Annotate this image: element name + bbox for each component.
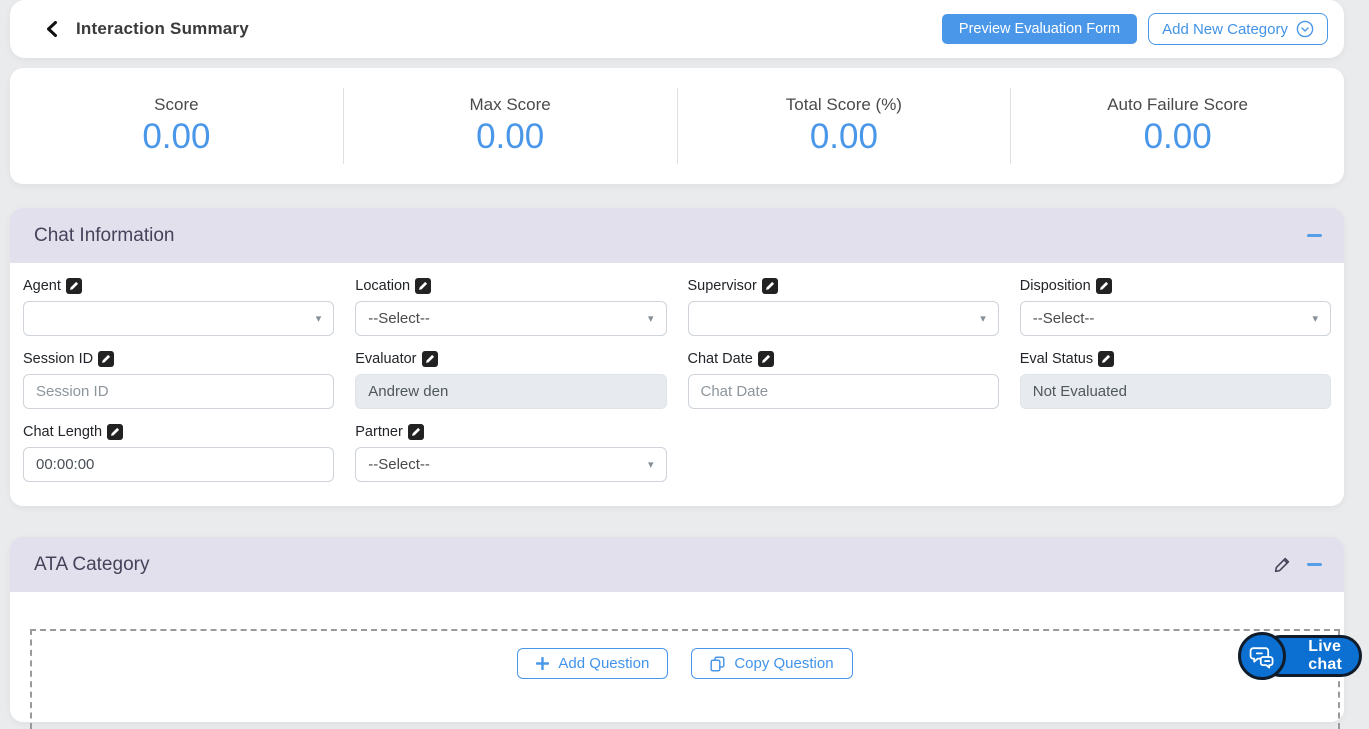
edit-pencil-icon[interactable] bbox=[407, 424, 424, 440]
edit-pencil-icon[interactable] bbox=[1095, 278, 1112, 294]
location-select-value: --Select-- bbox=[368, 310, 430, 327]
caret-down-icon: ▾ bbox=[647, 313, 654, 325]
field-chat-date: Chat Date bbox=[687, 349, 999, 409]
chat-bubbles-icon[interactable] bbox=[1238, 632, 1286, 680]
score-label: Score bbox=[154, 94, 199, 114]
copy-icon bbox=[710, 655, 725, 672]
caret-down-icon: ▾ bbox=[1312, 313, 1318, 325]
field-supervisor: Supervisor ▾ bbox=[687, 276, 999, 336]
add-new-category-button[interactable]: Add New Category bbox=[1148, 13, 1328, 45]
live-chat-label: Live chat bbox=[1308, 638, 1342, 673]
edit-pencil-icon[interactable] bbox=[761, 278, 778, 294]
score-item: Max Score 0.00 bbox=[344, 88, 678, 164]
page-title: Interaction Summary bbox=[76, 19, 249, 38]
agent-select[interactable]: ▾ bbox=[23, 301, 335, 336]
field-eval-status: Eval Status bbox=[1019, 349, 1331, 409]
chat-information-body: Agent ▾ Location --Select-- bbox=[10, 263, 1344, 506]
edit-pencil-icon[interactable] bbox=[107, 424, 124, 440]
chat-length-label: Chat Length bbox=[23, 424, 103, 440]
ata-category-body: Add Question Copy Question bbox=[10, 592, 1344, 729]
edit-pencil-icon[interactable] bbox=[65, 278, 82, 294]
score-item: Score 0.00 bbox=[10, 88, 344, 164]
field-session-id: Session ID bbox=[23, 349, 335, 409]
session-id-label: Session ID bbox=[23, 351, 94, 367]
score-item: Total Score (%) 0.00 bbox=[678, 88, 1012, 164]
chat-date-input[interactable] bbox=[687, 374, 999, 409]
score-item: Auto Failure Score 0.00 bbox=[1011, 88, 1344, 164]
edit-category-pencil-icon[interactable] bbox=[1274, 557, 1290, 573]
preview-evaluation-form-button[interactable]: Preview Evaluation Form bbox=[941, 14, 1138, 44]
total-score-label: Total Score (%) bbox=[785, 94, 902, 114]
edit-pencil-icon[interactable] bbox=[1098, 351, 1115, 367]
max-score-value: 0.00 bbox=[476, 116, 545, 156]
auto-failure-score-label: Auto Failure Score bbox=[1107, 94, 1249, 114]
ata-category-section: ATA Category Add Question Copy Question bbox=[10, 537, 1344, 729]
chat-information-section: Chat Information Agent ▾ bbox=[10, 208, 1344, 506]
disposition-select-value: --Select-- bbox=[1032, 310, 1095, 327]
chevron-down-circle-icon bbox=[1296, 20, 1314, 38]
chat-date-label: Chat Date bbox=[687, 351, 753, 367]
ata-category-header: ATA Category bbox=[10, 537, 1344, 592]
session-id-input[interactable] bbox=[23, 374, 335, 409]
edit-pencil-icon[interactable] bbox=[415, 278, 432, 294]
field-location: Location --Select-- ▾ bbox=[355, 276, 667, 336]
field-agent: Agent ▾ bbox=[23, 276, 335, 336]
disposition-label: Disposition bbox=[1019, 278, 1091, 294]
field-disposition: Disposition --Select-- ▾ bbox=[1019, 276, 1331, 336]
add-question-button[interactable]: Add Question bbox=[517, 648, 669, 679]
eval-status-label: Eval Status bbox=[1019, 351, 1094, 367]
chat-information-title: Chat Information bbox=[34, 224, 175, 246]
chat-length-input[interactable] bbox=[23, 447, 335, 482]
disposition-select[interactable]: --Select-- ▾ bbox=[1019, 301, 1331, 336]
evaluator-input bbox=[355, 374, 667, 409]
score-value: 0.00 bbox=[142, 116, 211, 156]
collapse-section-icon[interactable] bbox=[1307, 234, 1322, 237]
ata-category-title: ATA Category bbox=[34, 553, 150, 575]
partner-select[interactable]: --Select-- ▾ bbox=[355, 447, 667, 482]
location-select[interactable]: --Select-- ▾ bbox=[355, 301, 667, 336]
field-partner: Partner --Select-- ▾ bbox=[355, 422, 667, 482]
caret-down-icon: ▾ bbox=[647, 459, 654, 471]
agent-label: Agent bbox=[23, 278, 61, 294]
edit-pencil-icon[interactable] bbox=[98, 351, 115, 367]
partner-select-value: --Select-- bbox=[368, 456, 430, 473]
copy-question-button[interactable]: Copy Question bbox=[691, 648, 853, 679]
supervisor-label: Supervisor bbox=[687, 278, 757, 294]
eval-status-input bbox=[1019, 374, 1331, 409]
add-new-category-label: Add New Category bbox=[1162, 20, 1288, 38]
location-label: Location bbox=[355, 278, 411, 294]
chat-information-header: Chat Information bbox=[10, 208, 1344, 263]
field-chat-length: Chat Length bbox=[23, 422, 335, 482]
caret-down-icon: ▾ bbox=[980, 313, 986, 325]
auto-failure-score-value: 0.00 bbox=[1143, 116, 1212, 156]
supervisor-select[interactable]: ▾ bbox=[687, 301, 999, 336]
chevron-left-icon bbox=[46, 21, 57, 37]
partner-label: Partner bbox=[355, 424, 403, 440]
edit-pencil-icon[interactable] bbox=[421, 351, 438, 367]
evaluator-label: Evaluator bbox=[355, 351, 417, 367]
back-button[interactable] bbox=[40, 18, 62, 40]
field-evaluator: Evaluator bbox=[355, 349, 667, 409]
question-dropzone: Add Question Copy Question bbox=[30, 629, 1340, 729]
max-score-label: Max Score bbox=[469, 94, 551, 114]
caret-down-icon: ▾ bbox=[315, 313, 322, 325]
copy-question-label: Copy Question bbox=[734, 655, 834, 672]
edit-pencil-icon[interactable] bbox=[757, 351, 774, 367]
plus-icon bbox=[536, 657, 550, 670]
score-summary-card: Score 0.00 Max Score 0.00 Total Score (%… bbox=[10, 68, 1344, 184]
collapse-section-icon[interactable] bbox=[1307, 563, 1322, 566]
top-bar: Interaction Summary Preview Evaluation F… bbox=[10, 0, 1344, 58]
total-score-value: 0.00 bbox=[809, 116, 878, 156]
add-question-label: Add Question bbox=[558, 655, 650, 672]
